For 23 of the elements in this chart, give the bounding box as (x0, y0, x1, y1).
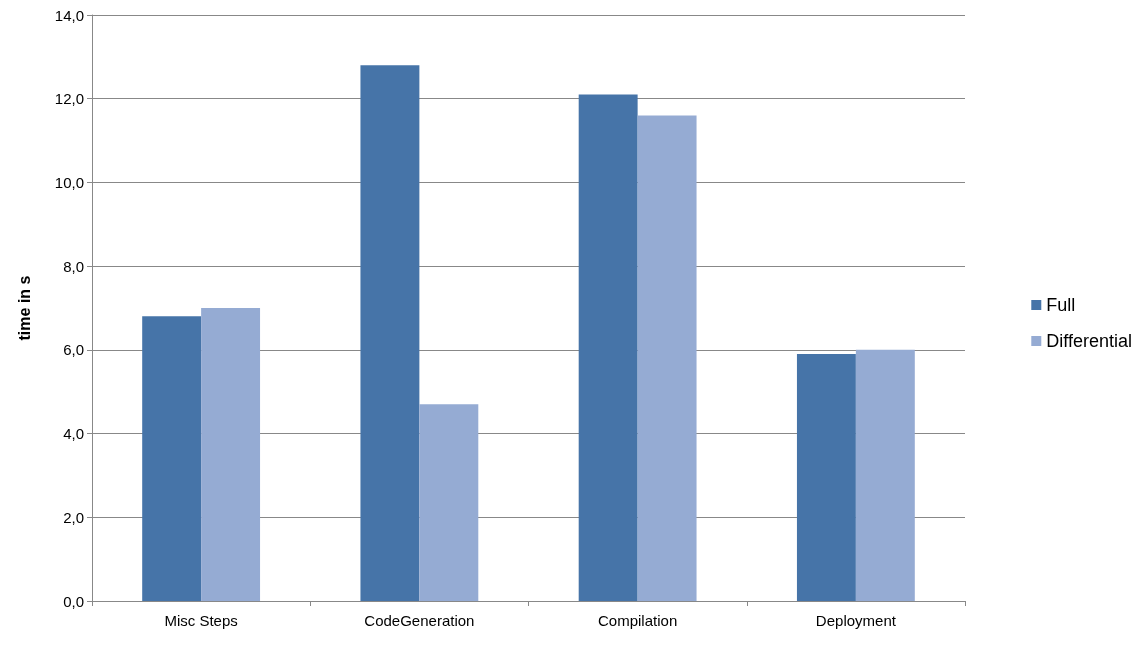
bar (578, 94, 638, 601)
bar (637, 115, 697, 601)
bar (201, 308, 261, 601)
y-tick-label: 14,0 (54, 6, 84, 24)
y-axis-title: time in s (15, 275, 33, 341)
y-tick-label: 4,0 (63, 425, 84, 443)
bar (796, 354, 856, 601)
x-tick-label: CodeGeneration (364, 612, 475, 629)
y-tick-label: 0,0 (63, 592, 84, 610)
legend-label: Differential (1046, 331, 1133, 351)
y-tick-label: 10,0 (54, 173, 84, 191)
x-tick-label: Deployment (815, 612, 897, 629)
y-tick-label: 8,0 (63, 257, 84, 275)
bar (419, 404, 479, 601)
y-tick-label: 12,0 (54, 90, 84, 108)
bar (360, 65, 420, 601)
x-tick-label: Compilation (598, 612, 678, 629)
x-tick-label: Misc Steps (164, 612, 238, 629)
legend-label: Full (1046, 295, 1076, 315)
bar (142, 316, 202, 601)
y-tick-label: 6,0 (63, 341, 84, 359)
y-tick-label: 2,0 (63, 508, 84, 526)
bar (855, 349, 915, 601)
